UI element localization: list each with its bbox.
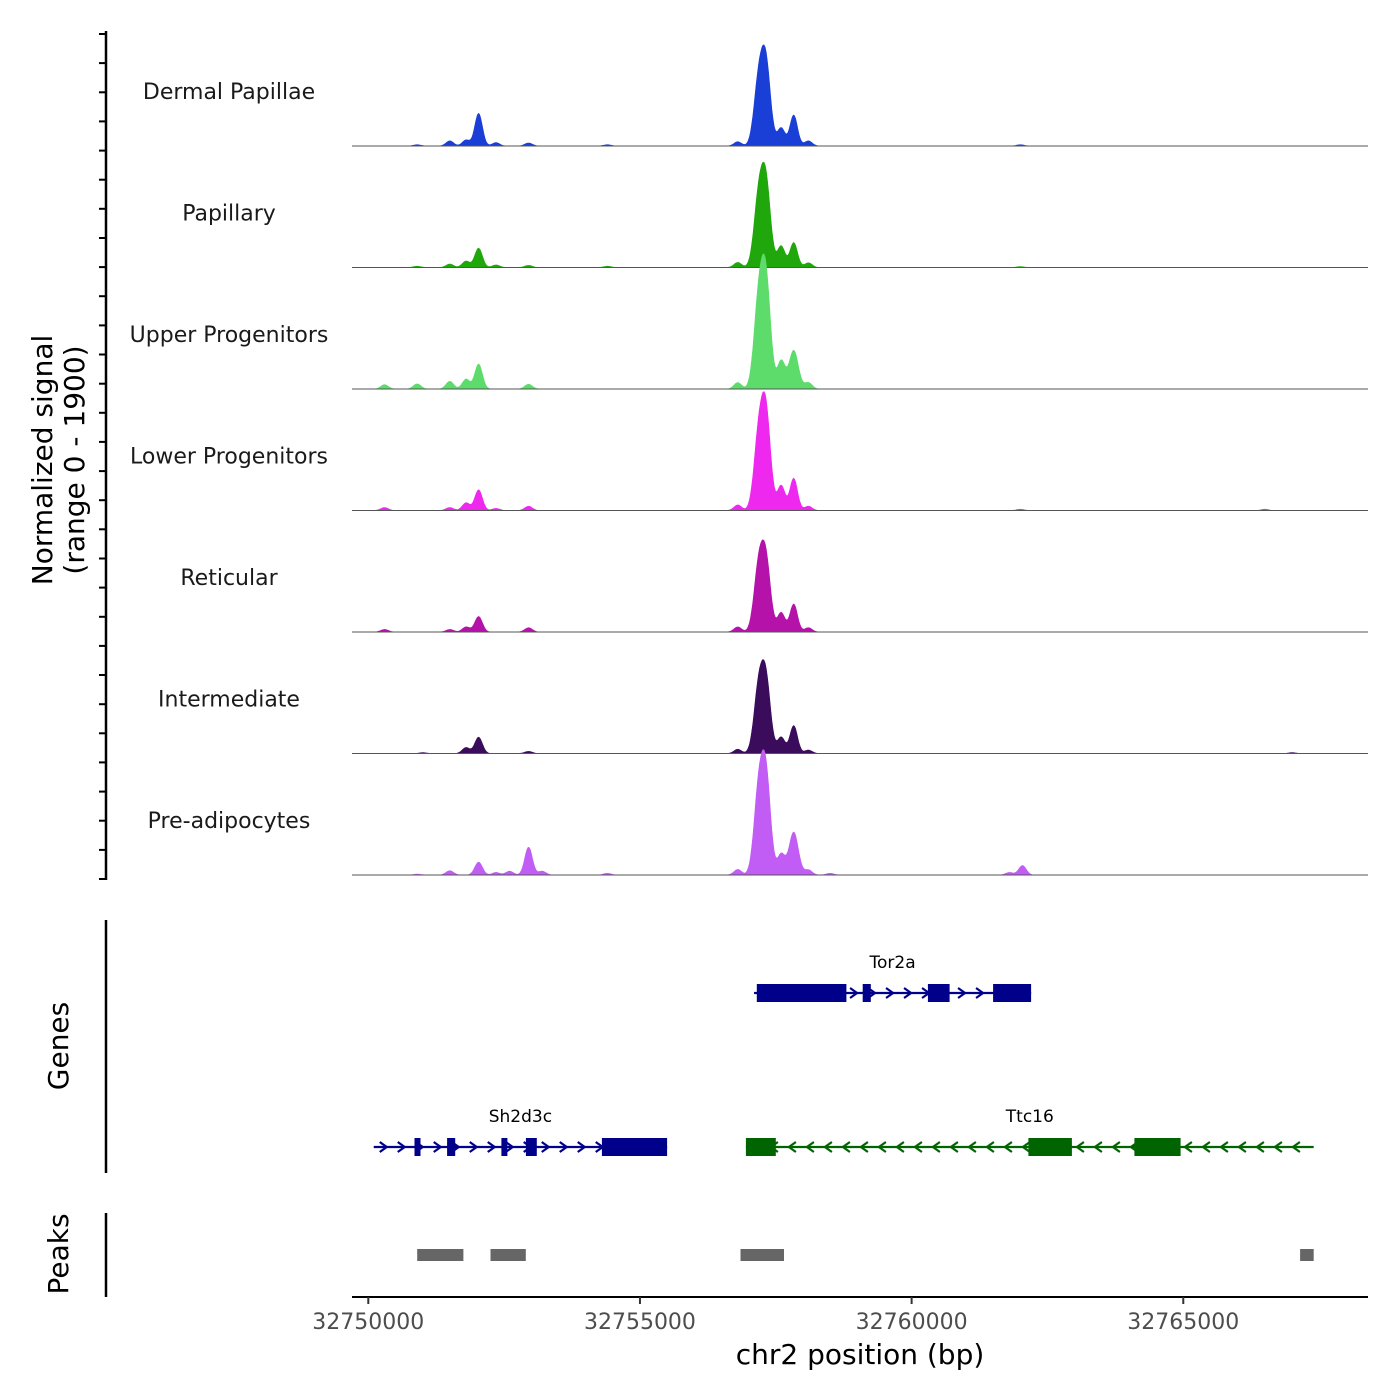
strand-arrow xyxy=(975,987,985,999)
strand-arrow xyxy=(949,1141,959,1153)
strand-arrow xyxy=(559,1141,569,1153)
strand-arrow xyxy=(985,1141,995,1153)
gene-label: Sh2d3c xyxy=(489,1107,552,1127)
gene-tor2a: Tor2a xyxy=(754,953,1032,1002)
x-tick-label: 32765000 xyxy=(1127,1310,1239,1335)
peaks-axis-title: Peaks xyxy=(42,1213,75,1294)
strand-arrow xyxy=(1183,1141,1193,1153)
gene-exon xyxy=(447,1138,456,1156)
track-pre-adipocytes: Pre-adipocytes xyxy=(148,749,1368,876)
gene-exon xyxy=(993,984,1032,1002)
gene-exon xyxy=(501,1138,508,1156)
strand-arrow xyxy=(1255,1141,1265,1153)
strand-arrow xyxy=(849,987,859,999)
strand-arrow xyxy=(1219,1141,1229,1153)
x-tick-label: 32760000 xyxy=(856,1310,968,1335)
track-dermal-papillae: Dermal Papillae xyxy=(143,44,1368,147)
strand-arrow xyxy=(1093,1141,1103,1153)
strand-arrow xyxy=(957,987,967,999)
x-tick-label: 32750000 xyxy=(312,1310,424,1335)
strand-arrow xyxy=(505,1141,515,1153)
peak-region xyxy=(740,1249,784,1261)
strand-arrow xyxy=(487,1141,497,1153)
x-axis-title: chr2 position (bp) xyxy=(736,1338,985,1371)
track-label: Lower Progenitors xyxy=(130,445,328,470)
strand-arrow xyxy=(379,1141,389,1153)
strand-arrow xyxy=(903,987,913,999)
strand-arrow xyxy=(841,1141,851,1153)
gene-exon xyxy=(927,984,950,1002)
strand-arrow xyxy=(931,1141,941,1153)
gene-exon xyxy=(862,984,871,1002)
track-intermediate: Intermediate xyxy=(158,659,1368,754)
gene-label: Ttc16 xyxy=(1005,1107,1054,1127)
strand-arrow xyxy=(885,987,895,999)
gene-exon xyxy=(1028,1138,1072,1156)
strand-arrow xyxy=(541,1141,551,1153)
coverage-tracks: Dermal Papillae Papillary Upper Progenitor… xyxy=(130,44,1368,876)
left-axes xyxy=(99,31,108,1297)
track-label: Pre-adipocytes xyxy=(148,809,311,834)
x-axis: 32750000 32755000 32760000 32765000 xyxy=(312,1297,1239,1335)
strand-arrow xyxy=(469,1141,479,1153)
signal-area xyxy=(352,161,1368,268)
peak-region xyxy=(417,1249,464,1261)
gene-exon xyxy=(414,1138,421,1156)
y-axis-title-line1: Normalized signal xyxy=(26,335,59,586)
signal-area xyxy=(352,44,1368,147)
strand-arrow xyxy=(433,1141,443,1153)
strand-arrow xyxy=(967,1141,977,1153)
strand-arrow xyxy=(397,1141,407,1153)
track-label: Dermal Papillae xyxy=(143,80,315,105)
strand-arrow xyxy=(1021,1141,1031,1153)
track-label: Upper Progenitors xyxy=(130,323,329,348)
x-tick-label: 32755000 xyxy=(584,1310,696,1335)
strand-arrow xyxy=(1003,1141,1013,1153)
strand-arrow xyxy=(1075,1141,1085,1153)
y-axis-title-line2: (range 0 - 1900) xyxy=(58,345,91,574)
track-label: Papillary xyxy=(182,202,276,227)
strand-arrow xyxy=(877,1141,887,1153)
gene-exon xyxy=(601,1138,668,1156)
signal-area xyxy=(352,391,1368,511)
gene-sh2d3c: Sh2d3c xyxy=(373,1107,668,1156)
strand-arrow xyxy=(1111,1141,1121,1153)
strand-arrow xyxy=(1291,1141,1301,1153)
strand-arrow xyxy=(895,1141,905,1153)
signal-area xyxy=(352,659,1368,754)
track-papillary: Papillary xyxy=(182,161,1368,268)
strand-arrow xyxy=(1273,1141,1283,1153)
strand-arrow xyxy=(805,1141,815,1153)
gene-exon xyxy=(1134,1138,1181,1156)
signal-area xyxy=(352,749,1368,876)
track-upper-progenitors: Upper Progenitors xyxy=(130,253,1368,390)
track-lower-progenitors: Lower Progenitors xyxy=(130,391,1368,511)
track-label: Intermediate xyxy=(158,688,300,713)
signal-area xyxy=(352,253,1368,390)
track-label: Reticular xyxy=(180,566,278,591)
gene-annotations: Tor2a Sh2d3c Ttc16 xyxy=(373,953,1314,1156)
genes-axis-title: Genes xyxy=(42,1002,75,1090)
gene-ttc16: Ttc16 xyxy=(745,1107,1314,1156)
peak-regions xyxy=(417,1249,1314,1261)
track-reticular: Reticular xyxy=(180,539,1368,633)
strand-arrow xyxy=(787,1141,797,1153)
strand-arrow xyxy=(577,1141,587,1153)
strand-arrow xyxy=(859,1141,869,1153)
gene-exon xyxy=(525,1138,537,1156)
gene-exon xyxy=(756,984,847,1002)
peak-region xyxy=(490,1249,526,1261)
strand-arrow xyxy=(913,1141,923,1153)
strand-arrow xyxy=(1201,1141,1211,1153)
strand-arrow xyxy=(1237,1141,1247,1153)
gene-label: Tor2a xyxy=(869,953,916,973)
strand-arrow xyxy=(823,1141,833,1153)
peak-region xyxy=(1300,1249,1314,1261)
gene-exon xyxy=(745,1138,776,1156)
signal-area xyxy=(352,539,1368,633)
